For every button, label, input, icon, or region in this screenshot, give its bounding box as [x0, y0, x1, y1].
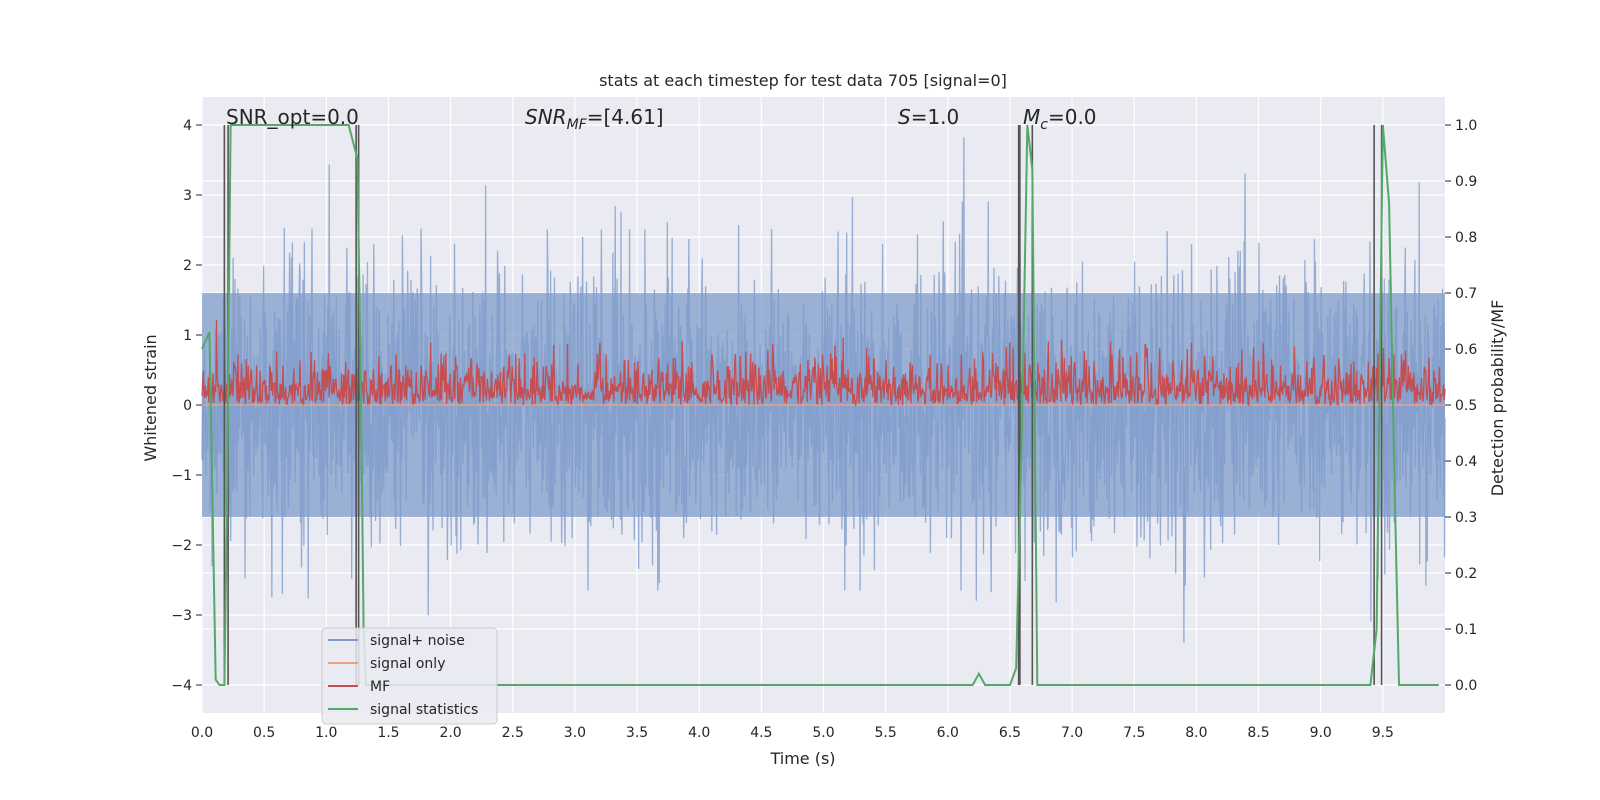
y2-axis-ticks: 0.0 0.1 0.2 0.3 0.4 0.5 0.6 0.7 0.8 0.9 1.0 — [1445, 118, 1477, 694]
x-tick-label: 5.0 — [812, 725, 834, 741]
legend: signal+ noise signal only MF signal stat… — [321, 627, 498, 725]
annotation-mc-base: M — [1023, 105, 1040, 129]
y-tick-label: −1 — [171, 468, 192, 484]
x-axis-label: Time (s) — [769, 749, 835, 768]
y-tick-label: 0 — [183, 398, 192, 414]
x-tick-label: 6.0 — [937, 725, 959, 741]
legend-label-signal-only: signal only — [370, 656, 445, 672]
y2-tick-label: 0.3 — [1455, 510, 1477, 526]
x-tick-label: 3.5 — [626, 725, 648, 741]
y2-tick-label: 0.4 — [1455, 454, 1477, 470]
annotation-s: S=1.0 — [898, 105, 959, 129]
y-tick-label: 3 — [183, 188, 192, 204]
signal-noise-line — [201, 137, 1446, 643]
y-tick-label: −3 — [171, 608, 192, 624]
series-signal-statistics — [201, 124, 1439, 686]
annotation-snr-opt: SNR_opt=0.0 — [226, 105, 359, 129]
y-tick-label: 2 — [183, 258, 192, 274]
y2-tick-label: 0.0 — [1455, 678, 1477, 694]
x-tick-label: 4.0 — [688, 725, 710, 741]
y2-tick-label: 0.8 — [1455, 230, 1477, 246]
x-axis-ticks: 0.0 0.5 1.0 1.5 2.0 2.5 3.0 3.5 4.0 4.5 5.0 5.5 6.0 6… — [191, 725, 1394, 741]
y2-tick-label: 1.0 — [1455, 118, 1477, 134]
x-tick-label: 1.0 — [315, 725, 337, 741]
x-tick-label: 0.0 — [191, 725, 213, 741]
y2-tick-label: 0.6 — [1455, 342, 1477, 358]
annotation-mc: Mc=0.0 — [1023, 105, 1097, 133]
legend-label-mf: MF — [370, 679, 390, 695]
x-tick-label: 8.5 — [1247, 725, 1269, 741]
legend-label-signal-statistics: signal statistics — [370, 702, 478, 718]
y-axis-ticks: −4 −3 −2 −1 0 1 2 3 4 — [171, 118, 202, 694]
legend-box — [321, 627, 498, 725]
y2-tick-label: 0.5 — [1455, 398, 1477, 414]
y2-tick-label: 0.2 — [1455, 566, 1477, 582]
x-tick-label: 0.5 — [253, 725, 275, 741]
annotation-s-base: S — [898, 105, 911, 129]
x-tick-label: 2.5 — [502, 725, 524, 741]
y2-tick-label: 0.9 — [1455, 174, 1477, 190]
annotation-s-value: =1.0 — [911, 105, 960, 129]
y-tick-label: 1 — [183, 328, 192, 344]
y-tick-label: 4 — [183, 118, 192, 134]
x-tick-label: 7.5 — [1123, 725, 1145, 741]
annotation-mc-sub: c — [1040, 117, 1048, 133]
y2-tick-label: 0.7 — [1455, 286, 1477, 302]
chart-title: stats at each timestep for test data 705… — [599, 71, 1007, 90]
x-tick-label: 9.0 — [1310, 725, 1332, 741]
annotation-mc-value: =0.0 — [1048, 105, 1097, 129]
y-tick-label: −4 — [171, 678, 192, 694]
legend-label-signal-noise: signal+ noise — [370, 633, 465, 649]
annotation-snr-mf-value: =[4.61] — [587, 105, 664, 129]
x-tick-label: 8.0 — [1185, 725, 1207, 741]
annotation-snr-mf: SNRMF=[4.61] — [525, 105, 664, 133]
y-axis-label: Whitened strain — [141, 334, 160, 461]
x-tick-label: 7.0 — [1061, 725, 1083, 741]
x-tick-label: 2.0 — [439, 725, 461, 741]
mf-line — [201, 320, 1446, 408]
x-tick-label: 3.0 — [564, 725, 586, 741]
series-mf — [201, 320, 1446, 408]
y2-tick-label: 0.1 — [1455, 622, 1477, 638]
annotation-snr-mf-base: SNR — [525, 105, 567, 129]
x-tick-label: 4.5 — [750, 725, 772, 741]
y2-axis-label: Detection probability/MF — [1488, 300, 1507, 497]
signal-statistics-line — [201, 124, 1439, 686]
x-tick-label: 9.5 — [1372, 725, 1394, 741]
x-tick-label: 1.5 — [377, 725, 399, 741]
y-tick-label: −2 — [171, 538, 192, 554]
x-tick-label: 6.5 — [999, 725, 1021, 741]
x-tick-label: 5.5 — [875, 725, 897, 741]
annotation-snr-mf-sub: MF — [567, 117, 588, 133]
